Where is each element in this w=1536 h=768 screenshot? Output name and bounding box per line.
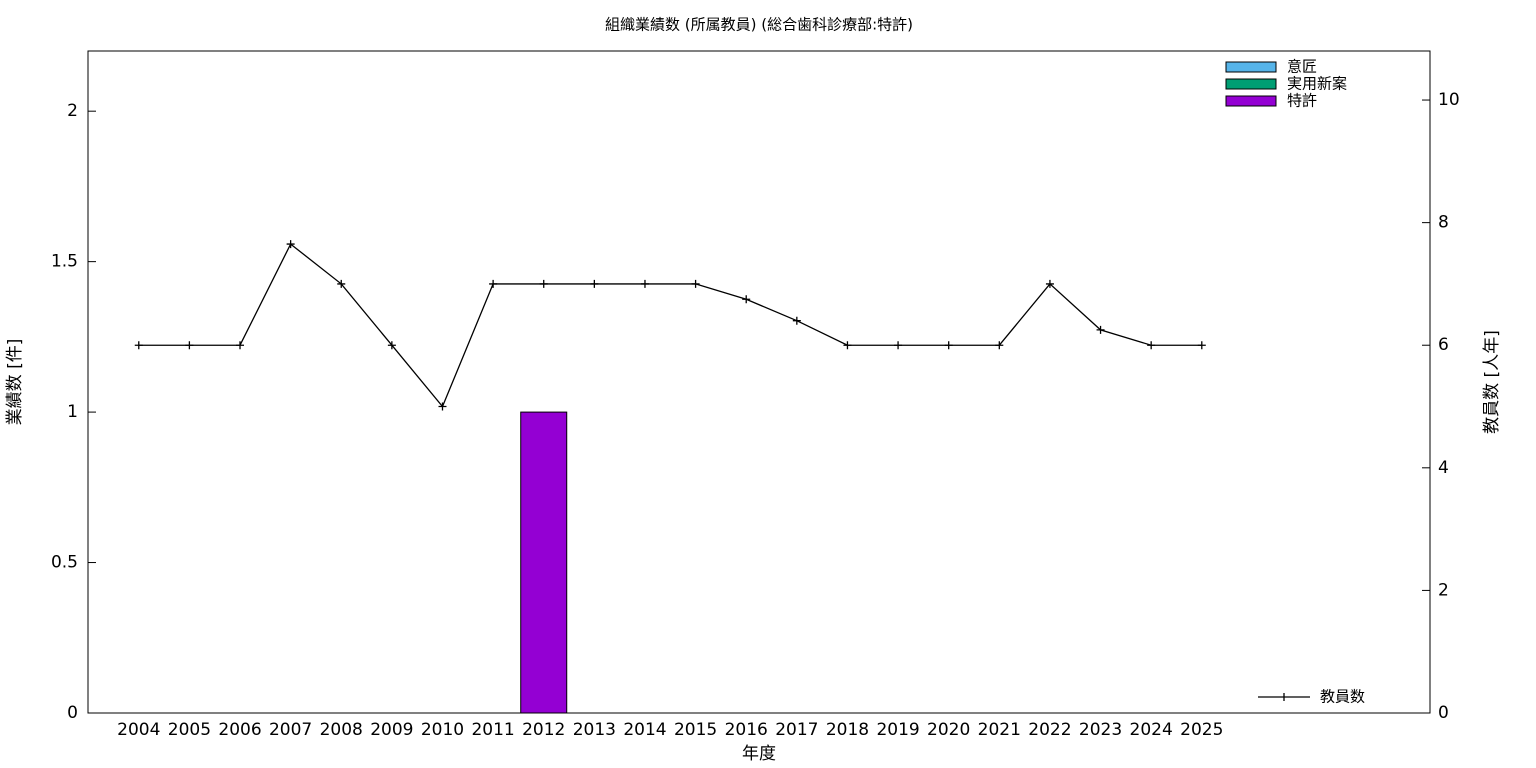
x-tick-label: 2016 bbox=[725, 720, 768, 740]
point-marker bbox=[691, 279, 700, 288]
y-tick-label: 2 bbox=[67, 101, 78, 121]
y-tick-label: 1.5 bbox=[51, 252, 78, 272]
x-tick-label: 2010 bbox=[421, 720, 464, 740]
x-tick-label: 2023 bbox=[1079, 720, 1122, 740]
point-marker bbox=[1147, 341, 1156, 350]
x-tick-label: 2021 bbox=[978, 720, 1021, 740]
chart-title: 組織業績数 (所属教員) (総合歯科診療部:特許) bbox=[605, 16, 913, 34]
plot-frame bbox=[87, 50, 1431, 714]
point-marker bbox=[185, 341, 194, 350]
point-marker bbox=[894, 341, 903, 350]
x-tick-label: 2019 bbox=[876, 720, 919, 740]
legend-label: 意匠 bbox=[1287, 58, 1317, 76]
x-tick-label: 2008 bbox=[320, 720, 363, 740]
point-marker bbox=[742, 295, 751, 304]
x-tick-label: 2018 bbox=[826, 720, 869, 740]
point-marker bbox=[590, 279, 599, 288]
legend-label: 特許 bbox=[1287, 92, 1317, 110]
point-marker bbox=[134, 341, 143, 350]
point-marker bbox=[792, 316, 801, 325]
x-tick-label: 2015 bbox=[674, 720, 717, 740]
line bbox=[138, 243, 1202, 408]
x-tick-label: 2012 bbox=[522, 720, 565, 740]
x-tick-label: 2004 bbox=[117, 720, 160, 740]
x-tick-label: 2020 bbox=[927, 720, 970, 740]
y2-tick-label: 10 bbox=[1438, 90, 1460, 110]
x-tick-label: 2017 bbox=[775, 720, 818, 740]
legend-line bbox=[1258, 693, 1310, 701]
y2-tick-label: 6 bbox=[1438, 335, 1449, 355]
y-axis-label: 業績数 [件] bbox=[5, 339, 25, 426]
point-marker bbox=[286, 240, 295, 249]
legend-swatch bbox=[1225, 95, 1277, 107]
legend-swatch bbox=[1225, 61, 1277, 73]
point-marker bbox=[1045, 279, 1054, 288]
y2-tick-label: 8 bbox=[1438, 213, 1449, 233]
legend-label: 教員数 bbox=[1320, 688, 1365, 706]
y-tick-label: 0 bbox=[67, 703, 78, 723]
y2-tick-label: 0 bbox=[1438, 703, 1449, 723]
point-marker bbox=[539, 279, 548, 288]
x-tick-label: 2007 bbox=[269, 720, 312, 740]
x-tick-label: 2014 bbox=[623, 720, 666, 740]
y-tick-label: 1 bbox=[67, 402, 78, 422]
point-marker bbox=[843, 341, 852, 350]
legend-swatch bbox=[1225, 78, 1277, 90]
x-tick-label: 2013 bbox=[573, 720, 616, 740]
point-marker bbox=[944, 341, 953, 350]
point-marker bbox=[640, 279, 649, 288]
point-marker bbox=[1096, 325, 1105, 334]
point-marker bbox=[337, 279, 346, 288]
x-tick-label: 2022 bbox=[1028, 720, 1071, 740]
x-tick-label: 2011 bbox=[471, 720, 514, 740]
point-marker bbox=[1197, 341, 1206, 350]
y2-axis-label: 教員数 [人年] bbox=[1482, 330, 1502, 434]
x-tick-label: 2005 bbox=[168, 720, 211, 740]
x-tick-label: 2009 bbox=[370, 720, 413, 740]
point-marker bbox=[236, 341, 245, 350]
x-tick-label: 2006 bbox=[218, 720, 261, 740]
y-tick-label: 0.5 bbox=[51, 553, 78, 573]
point-marker bbox=[995, 341, 1004, 350]
y2-tick-label: 4 bbox=[1438, 458, 1449, 478]
point-marker bbox=[438, 402, 447, 411]
point-marker bbox=[489, 279, 498, 288]
x-tick-label: 2025 bbox=[1180, 720, 1223, 740]
y2-tick-label: 2 bbox=[1438, 580, 1449, 600]
x-axis-label: 年度 bbox=[742, 744, 776, 764]
point-marker bbox=[387, 341, 396, 350]
legend-label: 実用新案 bbox=[1287, 75, 1347, 93]
bar bbox=[520, 411, 568, 714]
x-tick-label: 2024 bbox=[1130, 720, 1173, 740]
